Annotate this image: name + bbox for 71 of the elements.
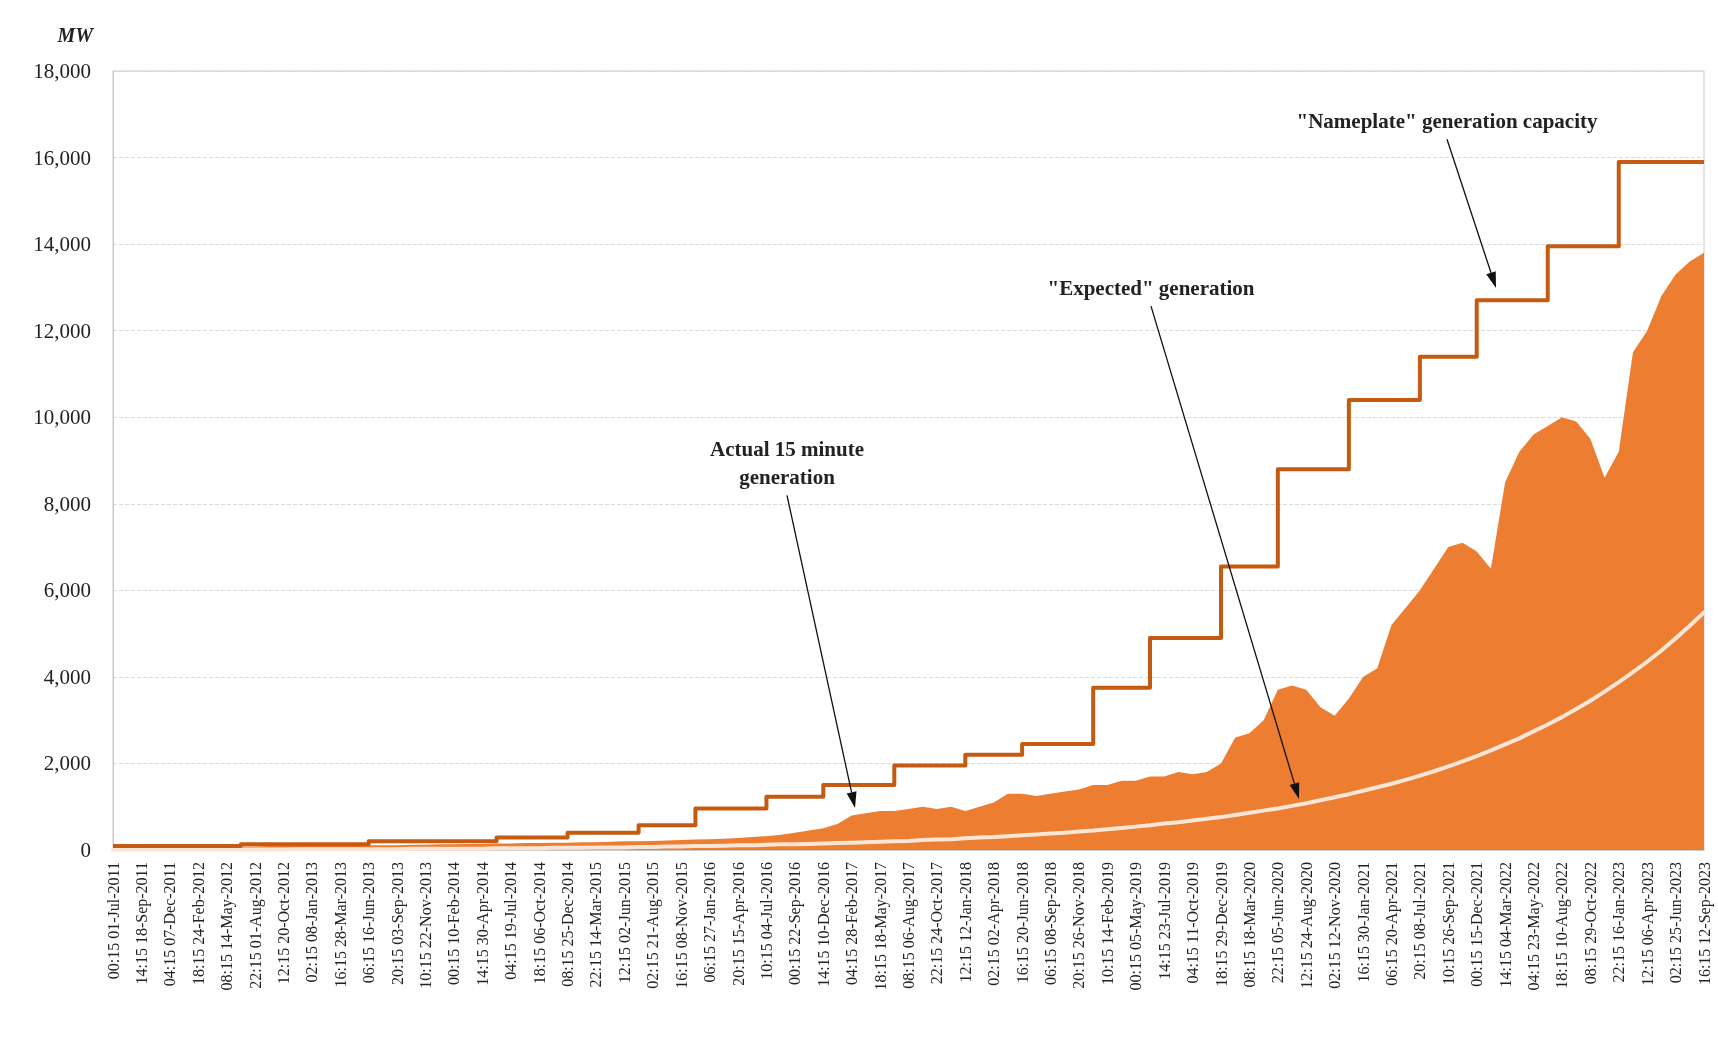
x-tick-label: 00:15 10-Feb-2014: [445, 862, 463, 986]
x-tick-label: 18:15 18-May-2017: [871, 862, 890, 991]
x-tick-label: 04:15 19-Jul-2014: [502, 862, 520, 980]
x-tick-label: 02:15 25-Jun-2023: [1667, 862, 1685, 984]
x-tick-label: 22:15 01-Aug-2012: [246, 862, 265, 989]
annotation: "Nameplate" generation capacity: [1296, 107, 1598, 135]
x-tick-label: 22:15 24-Oct-2017: [928, 862, 946, 985]
x-tick-label: 10:15 22-Nov-2013: [417, 862, 435, 989]
x-tick-label: 02:15 12-Nov-2020: [1326, 862, 1344, 989]
x-tick-label: 16:15 08-Nov-2015: [672, 862, 690, 989]
y-axis-title: MW: [56, 24, 95, 46]
x-tick-label: 12:15 20-Oct-2012: [274, 862, 292, 985]
x-tick-label: 12:15 12-Jan-2018: [956, 862, 974, 983]
y-tick-label: 4,000: [43, 664, 91, 689]
y-tick-label: 14,000: [33, 232, 91, 257]
x-tick-label: 14:15 10-Dec-2016: [814, 862, 832, 987]
x-tick-label: 04:15 07-Dec-2011: [161, 862, 179, 987]
x-tick-label: 02:15 02-Apr-2018: [985, 862, 1004, 986]
x-tick-label: 22:15 05-Jun-2020: [1269, 862, 1287, 984]
x-tick-label: 18:15 06-Oct-2014: [530, 862, 548, 985]
x-tick-label: 08:15 14-May-2012: [218, 862, 237, 991]
y-tick-label: 2,000: [43, 751, 91, 776]
x-tick-label: 08:15 06-Aug-2017: [900, 862, 918, 989]
x-tick-label: 10:15 14-Feb-2019: [1098, 862, 1116, 986]
x-tick-label: 14:15 18-Sep-2011: [132, 862, 151, 985]
x-tick-label: 16:15 12-Sep-2023: [1695, 862, 1714, 986]
x-tick-label: 00:15 05-May-2019: [1127, 862, 1146, 991]
annotation: Actual 15 minute generation: [709, 435, 865, 491]
x-tick-label: 04:15 23-May-2022: [1525, 862, 1544, 991]
x-tick-label: 16:15 28-Mar-2013: [331, 862, 349, 988]
y-tick-label: 6,000: [43, 578, 91, 603]
x-tick-label: 08:15 29-Oct-2022: [1581, 862, 1599, 985]
x-tick-label: 14:15 23-Jul-2019: [1155, 862, 1173, 980]
x-tick-label: 12:15 24-Aug-2020: [1297, 862, 1316, 989]
x-tick-label: 10:15 04-Jul-2016: [757, 862, 775, 980]
y-tick-label: 12,000: [33, 318, 91, 343]
x-tick-label: 20:15 03-Sep-2013: [388, 862, 407, 986]
x-tick-label: 18:15 10-Aug-2022: [1553, 862, 1572, 989]
x-tick-label: 16:15 30-Jan-2021: [1354, 862, 1372, 983]
x-tick-label: 14:15 30-Apr-2014: [473, 862, 492, 986]
x-tick-label: 22:15 14-Mar-2015: [587, 862, 605, 988]
annotation: "Expected" generation: [1047, 274, 1255, 302]
x-tick-label: 22:15 16-Jan-2023: [1610, 862, 1628, 983]
x-tick-label: 00:15 01-Jul-2011: [104, 862, 122, 980]
x-tick-label: 12:15 02-Jun-2015: [615, 862, 633, 984]
y-tick-label: 10,000: [33, 405, 91, 430]
x-tick-label: 14:15 04-Mar-2022: [1496, 862, 1514, 988]
y-tick-label: 0: [80, 838, 91, 862]
x-tick-label: 02:15 08-Jan-2013: [303, 862, 321, 983]
x-tick-label: 20:15 15-Apr-2016: [729, 862, 748, 986]
x-tick-label: 06:15 27-Jan-2016: [701, 862, 719, 983]
x-tick-label: 00:15 15-Dec-2021: [1468, 862, 1486, 987]
y-tick-label: 8,000: [43, 491, 91, 516]
x-tick-label: 06:15 16-Jun-2013: [360, 862, 378, 984]
x-tick-label: 20:15 08-Jul-2021: [1411, 862, 1429, 980]
y-tick-label: 18,000: [33, 59, 91, 83]
x-tick-label: 18:15 29-Dec-2019: [1212, 862, 1230, 987]
x-tick-label: 00:15 22-Sep-2016: [786, 862, 805, 986]
x-tick-label: 18:15 24-Feb-2012: [189, 862, 207, 986]
x-tick-label: 06:15 08-Sep-2018: [1042, 862, 1061, 986]
x-tick-label: 12:15 06-Apr-2023: [1638, 862, 1657, 986]
y-tick-label: 16,000: [33, 145, 91, 170]
x-tick-label: 16:15 20-Jun-2018: [1013, 862, 1031, 984]
x-tick-label: 02:15 21-Aug-2015: [644, 862, 663, 989]
x-tick-label: 08:15 18-Mar-2020: [1240, 862, 1258, 988]
x-tick-label: 20:15 26-Nov-2018: [1070, 862, 1088, 989]
x-tick-label: 10:15 26-Sep-2021: [1439, 862, 1458, 986]
x-tick-label: 04:15 28-Feb-2017: [843, 862, 861, 986]
x-tick-label: 06:15 20-Apr-2021: [1382, 862, 1401, 986]
x-tick-label: 08:15 25-Dec-2014: [559, 862, 577, 987]
x-tick-label: 04:15 11-Oct-2019: [1184, 862, 1202, 984]
